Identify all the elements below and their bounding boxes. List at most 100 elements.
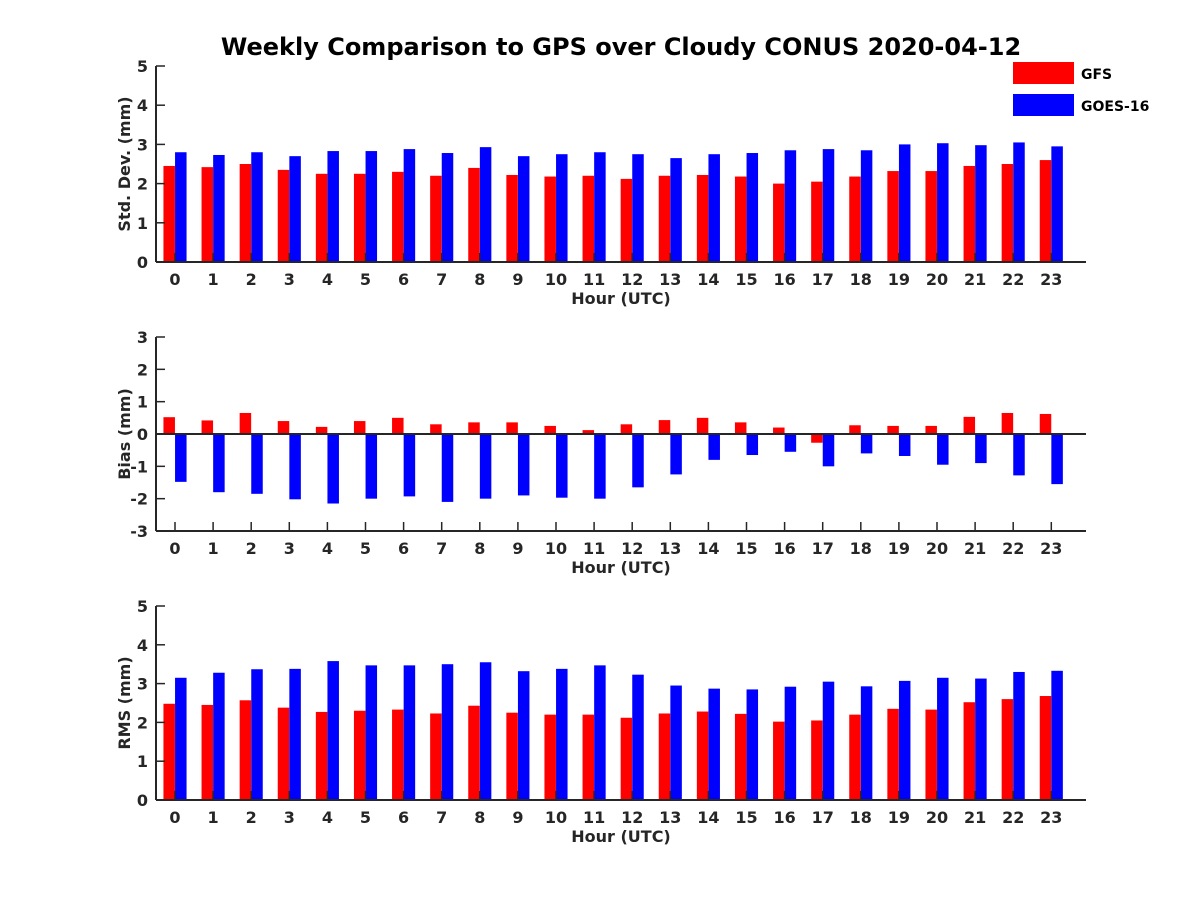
bar — [506, 174, 518, 262]
bar — [925, 171, 937, 262]
bar — [620, 178, 633, 262]
series-goes-16 — [175, 142, 1063, 262]
x-tick-label: 0 — [169, 808, 180, 827]
bar — [213, 434, 225, 493]
x-axis-label: Hour (UTC) — [571, 827, 671, 846]
bar — [353, 710, 366, 800]
series-goes-16 — [175, 434, 1063, 504]
x-tick-label: 4 — [322, 539, 333, 558]
bar — [517, 671, 530, 800]
bar — [708, 434, 720, 460]
bar — [784, 434, 797, 452]
bar — [1051, 670, 1063, 800]
bar — [251, 669, 263, 800]
bar — [239, 412, 252, 434]
x-tick-label: 15 — [735, 808, 757, 827]
x-tick-label: 17 — [812, 270, 834, 289]
x-tick-label: 0 — [169, 539, 180, 558]
bar — [163, 417, 175, 434]
bar — [620, 424, 633, 434]
bar — [773, 427, 785, 434]
x-tick-label: 1 — [208, 808, 219, 827]
bar — [963, 165, 976, 262]
y-tick-label: 4 — [137, 636, 148, 655]
x-tick-label: 7 — [436, 270, 447, 289]
x-tick-label: 15 — [735, 539, 757, 558]
bar — [746, 434, 759, 456]
bar — [937, 434, 949, 465]
bar — [773, 183, 785, 262]
bar — [239, 700, 252, 800]
bar — [822, 434, 835, 467]
x-tick-label: 2 — [246, 808, 257, 827]
y-axis-label: Std. Dev. (mm) — [115, 96, 134, 231]
bar — [670, 685, 682, 800]
bar — [175, 152, 187, 262]
y-tick-label: 3 — [137, 675, 148, 694]
bar — [277, 421, 290, 434]
x-tick-label: 12 — [621, 270, 643, 289]
bar — [822, 681, 835, 800]
series-gfs — [163, 160, 1052, 262]
bar — [1013, 671, 1025, 800]
bar — [403, 434, 416, 497]
bar — [670, 434, 682, 475]
x-tick-label: 5 — [360, 270, 371, 289]
bar — [887, 171, 899, 262]
bar — [670, 158, 682, 262]
x-tick-label: 7 — [436, 808, 447, 827]
x-tick-label: 14 — [697, 539, 719, 558]
bar — [860, 150, 873, 262]
bar — [468, 422, 480, 434]
bar — [734, 713, 747, 800]
bar — [315, 711, 328, 800]
y-tick-label: 1 — [137, 752, 148, 771]
x-tick-label: 21 — [964, 808, 986, 827]
x-tick-label: 16 — [773, 270, 795, 289]
y-tick-label: 0 — [137, 791, 148, 810]
x-tick-label: 6 — [398, 808, 409, 827]
x-tick-label: 12 — [621, 539, 643, 558]
y-tick-label: 3 — [137, 328, 148, 347]
chart-title: Weekly Comparison to GPS over Cloudy CON… — [221, 33, 1021, 61]
bar — [860, 686, 873, 800]
legend-swatch — [1013, 62, 1074, 84]
x-tick-label: 2 — [246, 270, 257, 289]
x-tick-label: 1 — [208, 539, 219, 558]
x-tick-label: 3 — [284, 270, 295, 289]
x-tick-label: 18 — [850, 270, 872, 289]
bar — [315, 173, 328, 262]
x-tick-label: 21 — [964, 539, 986, 558]
bar — [163, 165, 175, 262]
y-tick-label: 1 — [137, 214, 148, 233]
bar — [468, 167, 480, 262]
bar — [822, 149, 835, 262]
y-tick-label: 2 — [137, 713, 148, 732]
bar — [1013, 142, 1025, 262]
x-tick-label: 3 — [284, 539, 295, 558]
x-tick-label: 2 — [246, 539, 257, 558]
y-tick-label: 1 — [137, 393, 148, 412]
bar — [1001, 699, 1014, 800]
bar — [784, 150, 797, 262]
bar — [937, 677, 949, 800]
x-tick-label: 1 — [208, 270, 219, 289]
legend-item: GFS — [1013, 62, 1112, 84]
bar — [925, 709, 937, 800]
x-tick-label: 23 — [1040, 539, 1062, 558]
x-tick-label: 17 — [812, 808, 834, 827]
bar — [315, 426, 328, 434]
bar — [963, 702, 976, 800]
bar — [365, 665, 378, 800]
x-tick-label: 23 — [1040, 270, 1062, 289]
bar — [582, 714, 595, 800]
legend-label: GOES-16 — [1081, 99, 1149, 115]
x-tick-label: 6 — [398, 539, 409, 558]
x-tick-label: 11 — [583, 808, 605, 827]
bar — [506, 422, 518, 434]
y-tick-label: 5 — [137, 597, 148, 616]
bar — [975, 678, 987, 800]
x-tick-label: 23 — [1040, 808, 1062, 827]
y-tick-label: 2 — [137, 360, 148, 379]
